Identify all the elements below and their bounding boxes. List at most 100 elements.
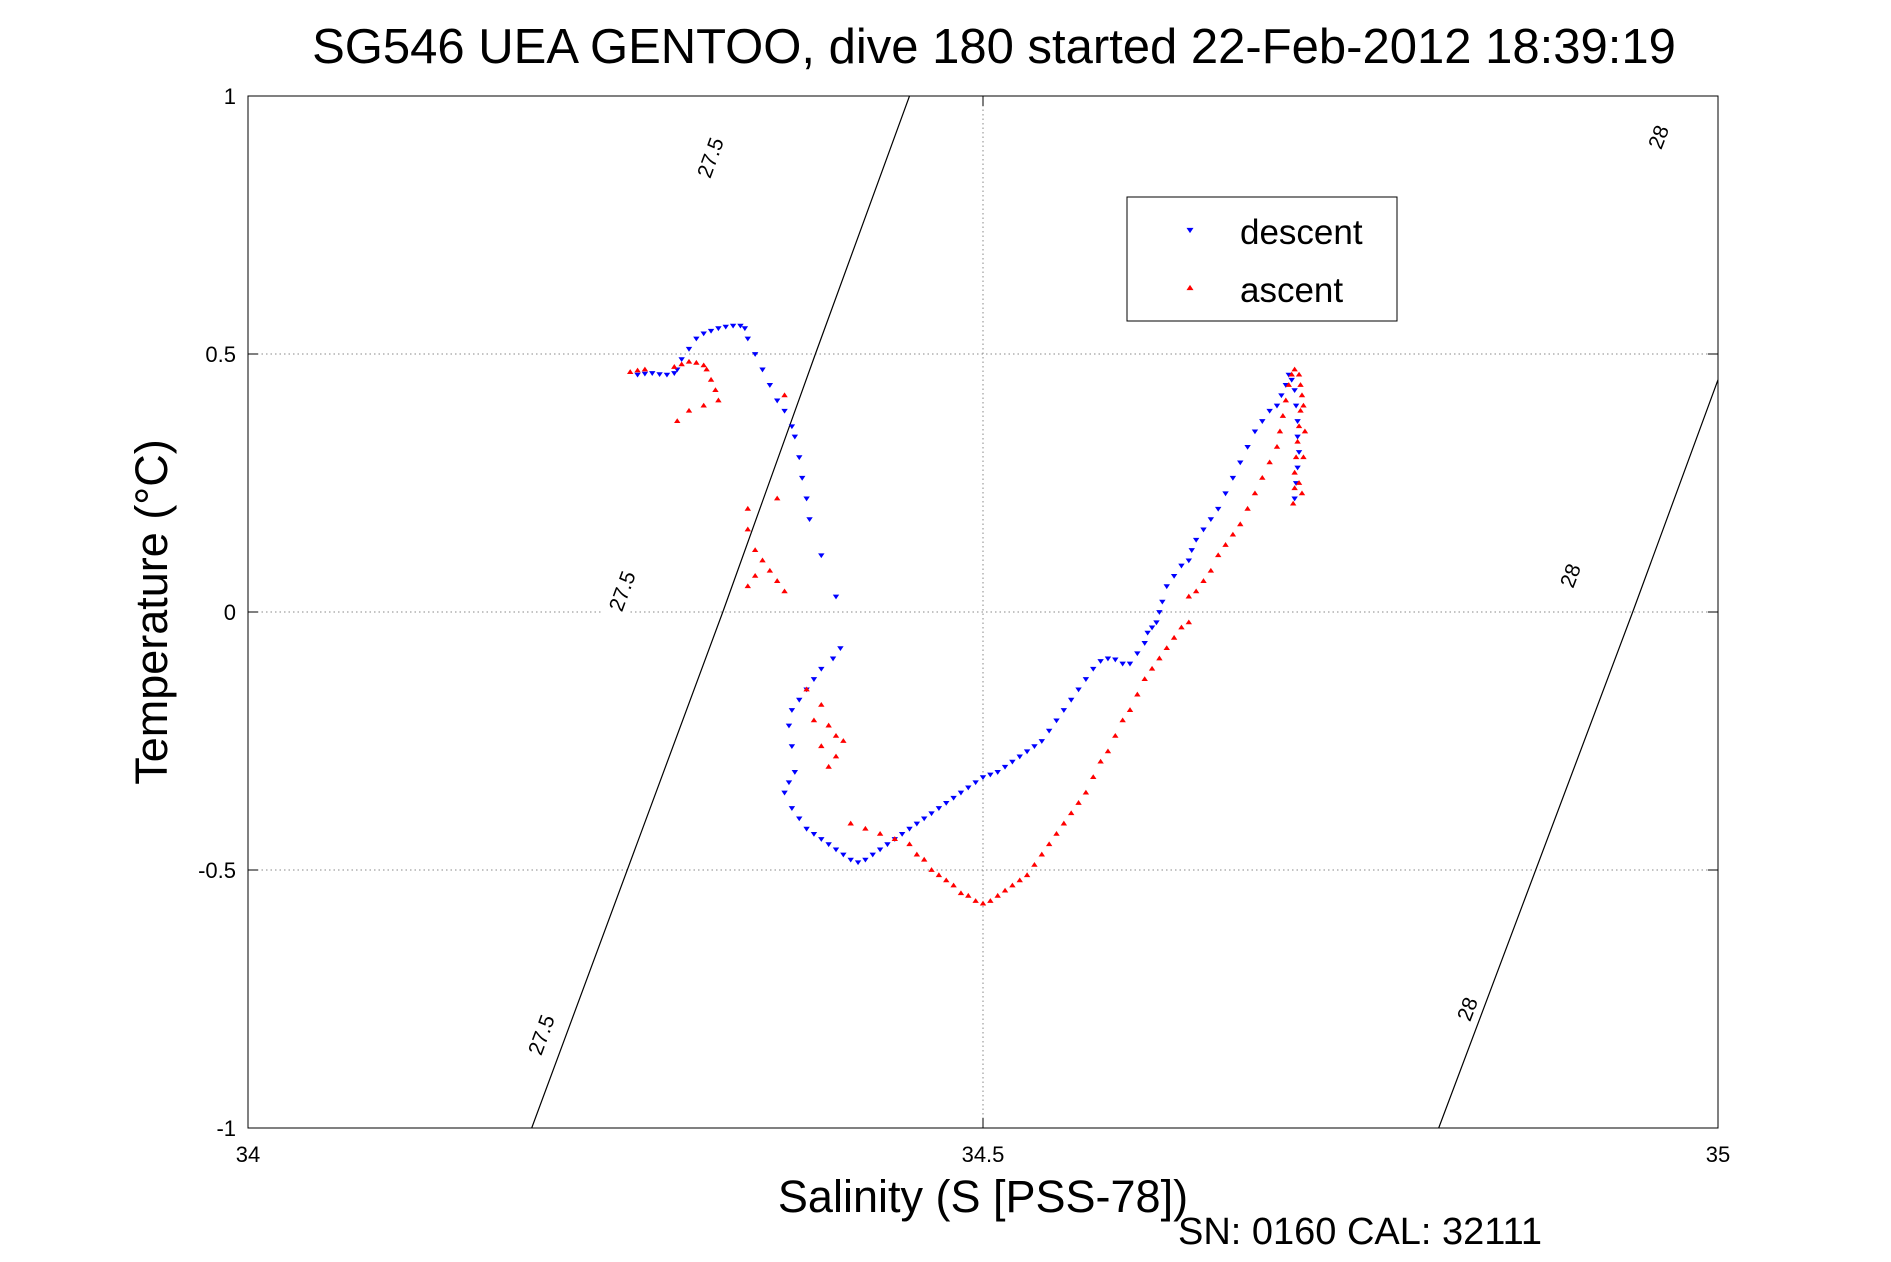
ascent-point <box>1222 542 1229 547</box>
descent-point <box>818 553 825 559</box>
descent-point <box>1016 754 1023 760</box>
descent-point <box>1295 450 1303 455</box>
descent-point <box>1278 393 1285 399</box>
ascent-point <box>1178 624 1185 630</box>
descent-point <box>957 790 965 796</box>
descent-point <box>1031 744 1038 750</box>
descent-point <box>707 328 715 334</box>
descent-point <box>943 801 950 806</box>
isopycnal-label-bg <box>519 1002 565 1068</box>
ascent-point <box>1301 428 1309 434</box>
descent-point <box>1023 749 1031 755</box>
descent-point <box>1294 419 1301 424</box>
ascent-point <box>766 567 774 573</box>
ascent-point <box>700 402 707 408</box>
ascent-point <box>1292 454 1300 460</box>
ascent-point <box>876 831 884 836</box>
descent-point <box>847 857 854 863</box>
x-tick-label: 35 <box>1706 1142 1730 1167</box>
descent-point <box>1038 739 1045 744</box>
descent-point <box>832 594 840 600</box>
ascent-point <box>840 738 847 743</box>
ascent-point <box>1009 882 1016 888</box>
ascent-point <box>671 364 678 369</box>
ascent-point <box>862 825 869 831</box>
descent-point <box>1178 563 1185 569</box>
ascent-point <box>1300 402 1307 408</box>
ascent-point <box>685 358 693 364</box>
descent-point <box>788 806 796 811</box>
y-tick-label: 0.5 <box>205 342 236 367</box>
descent-point <box>1126 661 1134 667</box>
descent-point <box>1144 630 1151 636</box>
y-tick-label: 1 <box>224 84 236 109</box>
ascent-point <box>957 890 965 896</box>
ascent-point <box>1266 459 1273 465</box>
descent-point <box>965 785 972 791</box>
descent-point <box>810 677 818 682</box>
legend-box <box>1126 196 1398 322</box>
descent-point <box>1273 403 1281 409</box>
descent-point <box>818 837 825 842</box>
ascent-point <box>950 882 957 888</box>
ascent-point <box>634 367 641 373</box>
legend-label-ascent: ascent <box>1240 271 1343 310</box>
ascent-point <box>1119 717 1126 723</box>
descent-point <box>928 811 935 817</box>
ascent-point <box>1251 490 1259 496</box>
ascent-point <box>1295 423 1303 429</box>
ascent-point <box>1295 480 1303 485</box>
descent-point <box>829 656 837 662</box>
ascent-point <box>707 376 715 382</box>
descent-point <box>862 857 869 863</box>
ascent-point <box>1038 851 1045 857</box>
descent-point <box>1119 661 1126 667</box>
ascent-point <box>1294 438 1301 444</box>
descent-point <box>1001 764 1009 770</box>
descent-point <box>649 371 656 376</box>
descent-point <box>737 323 744 329</box>
ascent-point <box>1185 593 1192 599</box>
ascent-point <box>700 362 707 368</box>
series-ascent <box>627 358 1309 906</box>
ascent-point <box>1300 454 1307 460</box>
ascent-point <box>1273 444 1281 449</box>
ascent-point <box>1134 691 1141 697</box>
descent-point <box>1291 496 1298 502</box>
descent-point <box>700 331 707 337</box>
legend-marker-ascent <box>1186 284 1194 291</box>
legend: descent ascent <box>1126 196 1398 322</box>
ascent-point <box>751 573 759 578</box>
ascent-point <box>1215 552 1222 558</box>
descent-point <box>1294 465 1301 471</box>
descent-point <box>774 398 781 404</box>
descent-point <box>1192 537 1200 543</box>
y-tick-label: 0 <box>224 600 236 625</box>
ascent-point <box>994 892 1001 898</box>
descent-point <box>1207 517 1215 522</box>
ascent-point <box>1244 505 1251 511</box>
ascent-point <box>1185 619 1192 625</box>
descent-point <box>810 831 818 837</box>
descent-point <box>1153 620 1160 626</box>
descent-point <box>1215 506 1222 512</box>
descent-point <box>656 372 663 378</box>
isopycnal-label-bg <box>600 558 646 625</box>
descent-point <box>1244 444 1251 450</box>
descent-point <box>1141 641 1148 646</box>
descent-point <box>1259 419 1266 424</box>
ascent-point <box>1276 428 1284 434</box>
descent-point <box>1009 759 1016 765</box>
descent-point <box>1075 687 1082 693</box>
ascent-point <box>1259 474 1266 480</box>
descent-point <box>785 723 793 729</box>
ascent-point <box>1285 382 1292 387</box>
descent-point <box>685 346 693 352</box>
descent-point <box>1170 573 1178 579</box>
descent-point <box>1148 625 1156 631</box>
descent-point <box>671 371 678 376</box>
descent-point <box>921 816 928 822</box>
ascent-point <box>1163 645 1170 651</box>
descent-point <box>1222 491 1229 497</box>
ascent-point <box>1297 407 1304 413</box>
